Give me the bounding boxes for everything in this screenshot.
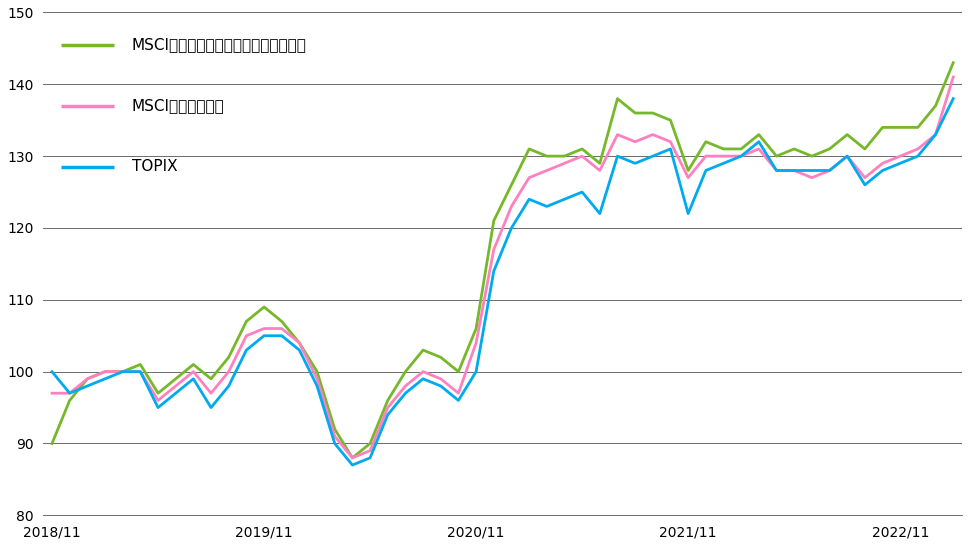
MSCIジャパン気候変動アクション指数 <box>117 369 129 375</box>
MSCIジャパン気候変動アクション指数 <box>347 455 359 461</box>
MSCIジャパン指数 <box>47 390 58 396</box>
MSCIジャパン気候変動アクション指数 <box>611 96 623 102</box>
MSCIジャパン気候変動アクション指数 <box>894 124 906 130</box>
TOPIX <box>382 412 393 418</box>
MSCIジャパン指数 <box>488 246 500 253</box>
MSCIジャパン指数 <box>117 369 129 375</box>
Line: TOPIX: TOPIX <box>52 99 953 465</box>
MSCIジャパン指数 <box>382 404 393 411</box>
MSCIジャパン指数 <box>611 131 623 138</box>
TOPIX <box>647 153 659 159</box>
MSCIジャパン指数 <box>948 74 959 80</box>
Line: MSCIジャパン気候変動アクション指数: MSCIジャパン気候変動アクション指数 <box>52 63 953 458</box>
MSCIジャパン気候変動アクション指数 <box>47 440 58 447</box>
MSCIジャパン気候変動アクション指数 <box>382 397 393 403</box>
TOPIX <box>488 268 500 274</box>
TOPIX <box>611 153 623 159</box>
MSCIジャパン気候変動アクション指数 <box>948 60 959 66</box>
MSCIジャパン気候変動アクション指数 <box>488 217 500 224</box>
MSCIジャパン指数 <box>347 455 359 461</box>
TOPIX <box>894 160 906 167</box>
TOPIX <box>347 462 359 468</box>
TOPIX <box>117 369 129 375</box>
TOPIX <box>948 96 959 102</box>
Text: MSCIジャパン指数: MSCIジャパン指数 <box>132 98 224 114</box>
Text: TOPIX: TOPIX <box>132 159 177 174</box>
Text: MSCIジャパン気候変動アクション指数: MSCIジャパン気候変動アクション指数 <box>132 37 306 52</box>
MSCIジャパン気候変動アクション指数 <box>647 110 659 116</box>
MSCIジャパン指数 <box>894 153 906 159</box>
TOPIX <box>47 369 58 375</box>
MSCIジャパン指数 <box>647 131 659 138</box>
Line: MSCIジャパン指数: MSCIジャパン指数 <box>52 77 953 458</box>
